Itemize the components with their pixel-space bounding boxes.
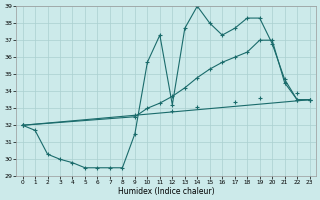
X-axis label: Humidex (Indice chaleur): Humidex (Indice chaleur) <box>118 187 214 196</box>
